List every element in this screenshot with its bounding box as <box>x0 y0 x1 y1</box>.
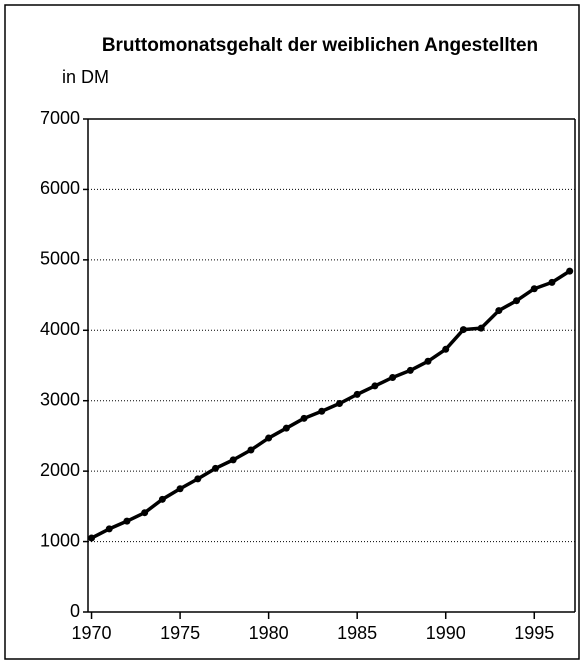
x-tick-label: 1980 <box>249 623 289 643</box>
data-line <box>90 269 571 540</box>
x-tick-label: 1970 <box>72 623 112 643</box>
y-tick-label: 3000 <box>40 389 80 409</box>
data-point <box>389 373 397 381</box>
data-point <box>442 345 450 353</box>
data-point <box>353 390 361 398</box>
data-point <box>300 414 308 422</box>
x-tick-label: 1975 <box>160 623 200 643</box>
y-tick-label: 7000 <box>40 108 80 128</box>
data-point <box>406 366 414 374</box>
data-point <box>88 534 96 542</box>
data-point <box>247 446 255 454</box>
data-point <box>123 517 131 525</box>
y-tick-label: 5000 <box>40 249 80 269</box>
data-point <box>229 456 237 464</box>
data-point <box>513 297 521 305</box>
chart-subtitle: in DM <box>62 67 109 87</box>
x-tick-label: 1990 <box>426 623 466 643</box>
data-point <box>459 326 467 334</box>
data-point <box>424 357 432 365</box>
data-point <box>282 424 290 432</box>
y-tick-label: 6000 <box>40 178 80 198</box>
y-tick-label: 2000 <box>40 460 80 480</box>
y-tick-label: 4000 <box>40 319 80 339</box>
data-point <box>371 382 379 390</box>
y-tick-label: 0 <box>70 601 80 621</box>
x-tick-label: 1985 <box>337 623 377 643</box>
data-point <box>477 324 485 332</box>
data-point <box>318 407 326 415</box>
data-point <box>495 307 503 315</box>
data-point <box>566 267 574 275</box>
data-point <box>176 485 184 493</box>
frame <box>4 4 580 660</box>
data-point <box>194 475 202 483</box>
data-point <box>212 464 220 472</box>
data-point <box>548 278 556 286</box>
chart-title: Bruttomonatsgehalt der weiblichen Angest… <box>102 35 538 56</box>
data-point <box>335 400 343 408</box>
y-tick-label: 1000 <box>40 530 80 550</box>
data-point <box>105 525 113 533</box>
x-tick-label: 1995 <box>514 623 554 643</box>
data-point <box>141 509 149 517</box>
data-point <box>530 285 538 293</box>
data-point <box>265 434 273 442</box>
data-point <box>158 495 166 503</box>
